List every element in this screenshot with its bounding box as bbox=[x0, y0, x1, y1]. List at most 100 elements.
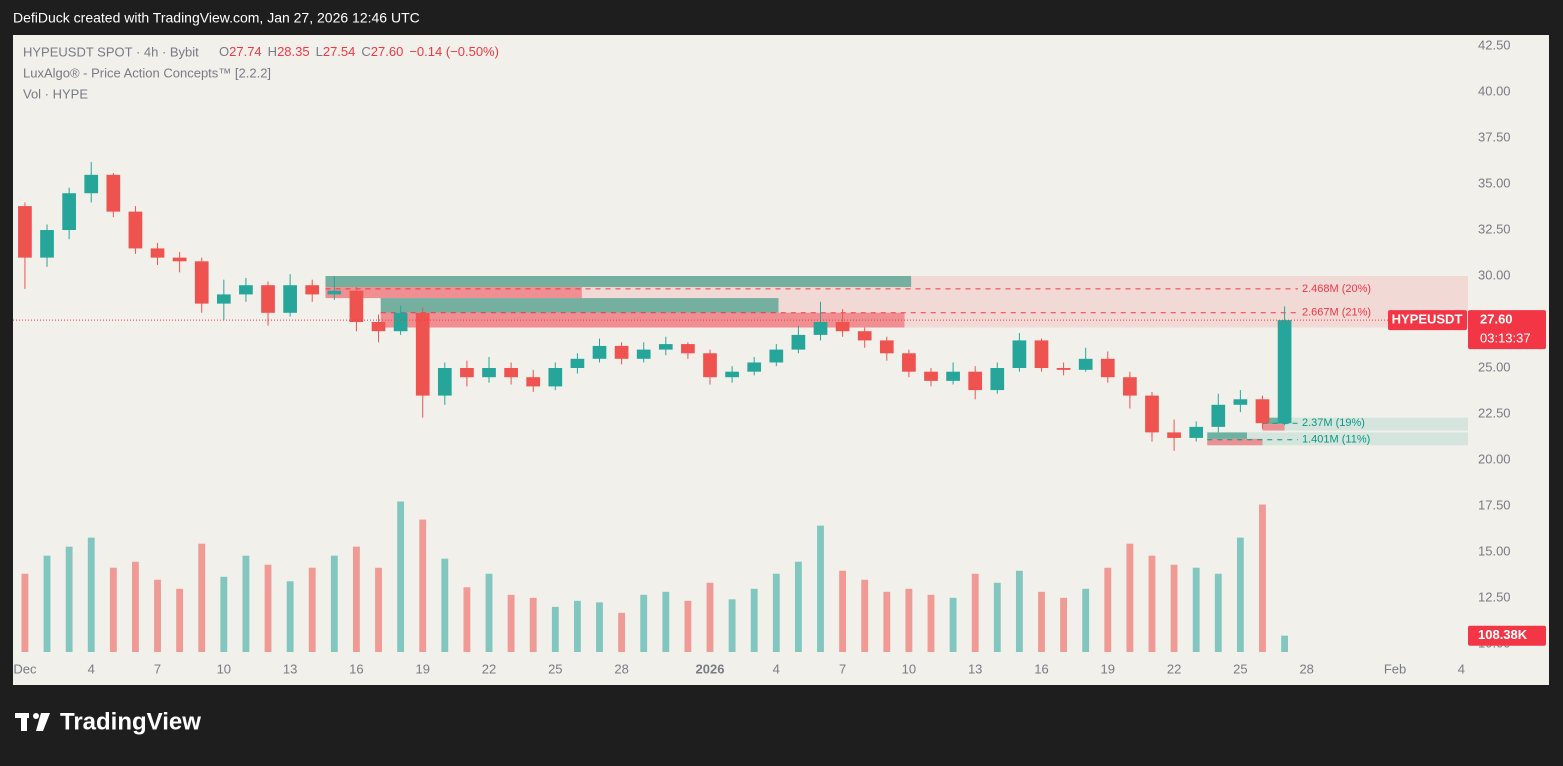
candle-body bbox=[1056, 368, 1071, 370]
x-tick-label: Dec bbox=[13, 661, 37, 676]
volume-bar bbox=[706, 582, 714, 652]
legend-value: 28.35 bbox=[277, 44, 310, 59]
volume-bar bbox=[419, 519, 427, 652]
candle-body bbox=[747, 362, 762, 372]
volume-bar bbox=[750, 588, 758, 652]
x-tick-label: 16 bbox=[349, 661, 363, 676]
candle-body bbox=[681, 344, 695, 354]
volume-bar bbox=[264, 564, 272, 652]
brand: TradingView bbox=[60, 708, 201, 735]
volume-bar bbox=[463, 587, 471, 652]
candle-body bbox=[84, 174, 99, 194]
candle-body bbox=[703, 353, 717, 378]
volume-bar bbox=[971, 573, 979, 652]
x-tick-label: 10 bbox=[902, 661, 916, 676]
candle-body bbox=[40, 230, 54, 258]
candle-body bbox=[990, 368, 1005, 391]
volume-bar bbox=[87, 537, 95, 652]
volume-bar bbox=[1192, 567, 1200, 652]
x-tick-label: 13 bbox=[283, 661, 297, 676]
y-tick-label: 12.50 bbox=[1478, 589, 1511, 604]
price-tag-text: 27.60 bbox=[1480, 312, 1513, 327]
candle-body bbox=[128, 211, 143, 249]
tv-logo bbox=[15, 713, 50, 731]
y-tick-label: 32.50 bbox=[1478, 221, 1511, 236]
zone-label: 1.401M (11%) bbox=[1302, 434, 1370, 446]
volume-bar bbox=[573, 600, 581, 652]
y-tick-label: 40.00 bbox=[1478, 83, 1511, 98]
x-tick-label: 16 bbox=[1034, 661, 1048, 676]
volume-bar bbox=[529, 597, 537, 652]
x-tick-label: 4 bbox=[1458, 661, 1465, 676]
volume-bar bbox=[43, 555, 51, 652]
candle-body bbox=[62, 193, 76, 231]
volume-bar bbox=[551, 606, 559, 652]
candle-body bbox=[857, 331, 872, 341]
candle-body bbox=[614, 345, 629, 359]
zone-label: 2.468M (20%) bbox=[1302, 283, 1371, 295]
volume-bar bbox=[949, 597, 957, 652]
volume-bar bbox=[21, 573, 29, 652]
volume-bar bbox=[794, 561, 802, 652]
zone-bull-volume bbox=[1207, 432, 1248, 439]
candle-body bbox=[1167, 432, 1181, 438]
volume-bar bbox=[109, 567, 117, 652]
volume-bar bbox=[1170, 564, 1178, 652]
x-tick-label: 13 bbox=[968, 661, 982, 676]
x-tick-label: 7 bbox=[154, 661, 161, 676]
candle-body bbox=[592, 345, 607, 359]
candle-body bbox=[636, 349, 651, 359]
volume-bar bbox=[176, 588, 184, 652]
countdown: 03:13:37 bbox=[1480, 331, 1531, 346]
price-tag bbox=[1468, 310, 1546, 350]
volume-bar bbox=[1281, 635, 1289, 652]
legend-value: 27.54 bbox=[323, 44, 356, 59]
candle-body bbox=[548, 368, 563, 387]
x-tick-label: Feb bbox=[1384, 661, 1406, 676]
volume-bar bbox=[352, 546, 360, 652]
candle-body bbox=[968, 371, 983, 391]
y-tick-label: 42.50 bbox=[1478, 37, 1511, 52]
volume-bar bbox=[397, 501, 405, 652]
y-tick-label: 20.00 bbox=[1478, 451, 1511, 466]
zone-label: 2.667M (21%) bbox=[1302, 307, 1371, 319]
candle-body bbox=[725, 371, 739, 378]
volume-bar bbox=[1126, 543, 1134, 652]
y-tick-label: 15.00 bbox=[1478, 543, 1511, 558]
volume-bar bbox=[905, 588, 913, 652]
volume-tag bbox=[1468, 625, 1546, 646]
volume-bar bbox=[441, 558, 449, 652]
candle-body bbox=[371, 322, 386, 332]
candle-body bbox=[305, 285, 320, 295]
candle-body bbox=[1233, 399, 1248, 405]
volume-bar bbox=[1015, 570, 1023, 652]
candle-body bbox=[1012, 340, 1027, 369]
candle-body bbox=[216, 294, 231, 304]
x-tick-label: 19 bbox=[1101, 661, 1115, 676]
legend-ohlc: O27.74 H28.35 L27.54 C27.60 −0.14 (−0.50%) bbox=[219, 44, 499, 59]
candle-body bbox=[1211, 404, 1226, 427]
candle-body bbox=[1145, 395, 1159, 433]
zone-label: 2.37M (19%) bbox=[1302, 417, 1365, 429]
y-tick-label: 22.50 bbox=[1478, 405, 1511, 420]
volume-bar bbox=[220, 576, 228, 652]
volume-bar bbox=[242, 555, 250, 652]
candle-body bbox=[18, 206, 32, 258]
candle-body bbox=[482, 368, 496, 378]
volume-bar bbox=[1038, 591, 1045, 652]
volume-tag-text: 108.38K bbox=[1478, 627, 1528, 642]
legend-key: L bbox=[316, 44, 323, 59]
candle-body bbox=[1189, 426, 1204, 438]
legend-key: C bbox=[361, 44, 370, 59]
legend-key: O bbox=[219, 44, 229, 59]
x-tick-label: 22 bbox=[1167, 661, 1181, 676]
volume-bar bbox=[330, 555, 338, 652]
volume-bar bbox=[507, 594, 515, 652]
legend-symbol: HYPEUSDT SPOT · 4h · Bybit bbox=[23, 44, 199, 59]
candle-body bbox=[504, 368, 518, 378]
candle-body bbox=[526, 377, 541, 387]
volume-bar bbox=[154, 579, 161, 652]
zone bbox=[1207, 432, 1468, 446]
x-tick-label: 25 bbox=[1233, 661, 1247, 676]
